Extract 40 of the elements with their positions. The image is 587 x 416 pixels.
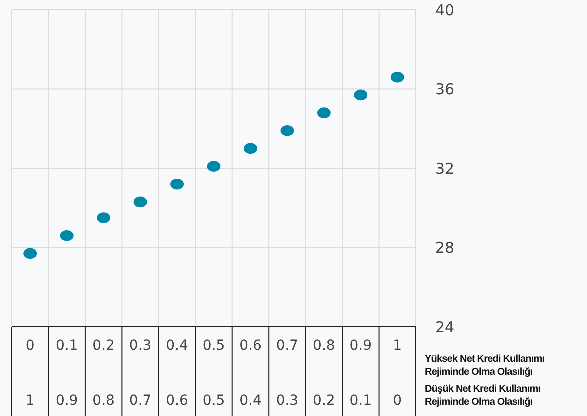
point [97,212,111,224]
point [317,108,331,118]
point [354,90,368,101]
x2-axis-title: Düşük Net Kredi Kullanımı Rejiminde Olma Olasılığı [425,384,542,408]
x2-tick-label: 0.4 [240,393,262,409]
point [134,196,148,208]
point [244,143,258,154]
point [170,178,184,190]
point [280,125,294,136]
x2-tick-label: 0.6 [166,393,188,409]
x-tick-label: 1 [393,338,402,354]
x2-tick-label: 0.9 [56,393,78,409]
x-axis-title: Yüksek Net Kredi Kullanımı Rejiminde Olma Olasılığı [425,354,546,378]
x-tick-label: 0.5 [202,338,226,354]
x2-tick-label: 0.5 [202,393,226,409]
x-tick-label: 0.9 [350,338,372,354]
x-tick-label: 0.6 [240,338,262,354]
y-tick-label: 28 [435,239,455,257]
x-tick-label: 0.1 [56,338,78,354]
y-tick-label: 36 [435,80,455,98]
x2-tick-label: 0 [393,393,402,409]
x2-tick-label: 0.7 [129,393,152,409]
x-tick-label: 0.7 [276,338,299,354]
x2-tick-label: 1 [26,393,35,409]
point [390,72,404,83]
y-tick-label: 40 [435,1,455,20]
x2-tick-label: 0.8 [92,393,115,409]
point [60,230,74,242]
x-tick-label: 0.3 [129,338,152,354]
x-tick-label: 0.2 [92,338,115,354]
x2-tick-label: 0.2 [313,393,336,409]
point [207,161,221,172]
point [24,248,38,260]
y-tick-label: 32 [435,160,455,178]
x2-tick-label: 0.3 [276,393,299,409]
y-tick-label: 24 [435,318,455,336]
x-tick-label: 0.8 [313,338,336,354]
x-tick-label: 0 [26,338,35,354]
x2-tick-label: 0.1 [350,393,372,409]
x-tick-label: 0.4 [166,338,188,354]
